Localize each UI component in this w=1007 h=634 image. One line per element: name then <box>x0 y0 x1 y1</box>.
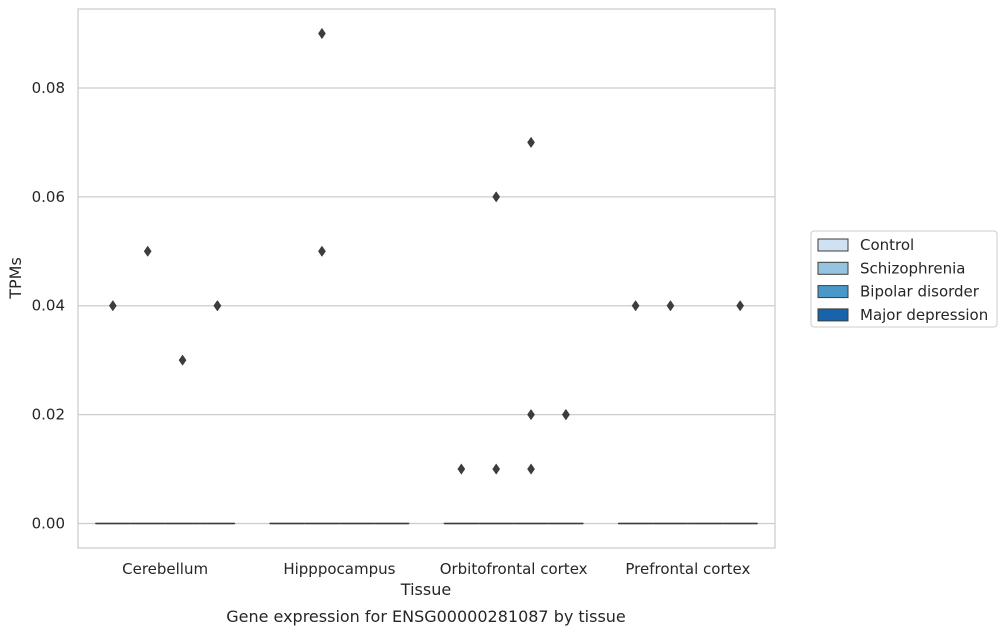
x-tick-label: Prefrontal cortex <box>625 560 750 578</box>
outlier-point <box>213 300 222 312</box>
outlier-point <box>631 300 640 312</box>
y-axis-ticks: 0.00 0.02 0.04 0.06 0.08 <box>32 79 65 533</box>
outlier-point <box>561 408 570 421</box>
legend-label: Major depression <box>860 306 988 324</box>
plot-area-frame <box>77 8 776 549</box>
x-tick-label: Orbitofrontal cortex <box>440 560 588 578</box>
outlier-point <box>457 463 466 475</box>
outlier-point <box>527 408 535 421</box>
outlier-point <box>318 245 326 257</box>
outlier-point <box>666 300 675 312</box>
outlier-point <box>527 136 535 149</box>
x-tick-label: Hipppocampus <box>283 560 395 578</box>
outlier-point <box>736 300 745 312</box>
y-tick-label: 0.02 <box>32 406 65 424</box>
y-axis-title: TPMs <box>6 257 25 300</box>
outlier-point <box>178 354 187 366</box>
outlier-point <box>492 463 501 475</box>
outlier-point <box>143 245 152 257</box>
chart-caption: Gene expression for ENSG00000281087 by t… <box>226 607 626 626</box>
outlier-point <box>527 463 535 475</box>
legend-label: Control <box>860 236 914 254</box>
y-tick-label: 0.08 <box>32 79 65 97</box>
x-axis-ticks: Cerebellum Hipppocampus Orbitofrontal cort… <box>122 560 750 578</box>
x-tick-label: Cerebellum <box>122 560 208 578</box>
legend-label: Schizophrenia <box>860 259 965 277</box>
legend-swatch <box>817 238 849 252</box>
outlier-point <box>108 300 117 312</box>
y-tick-label: 0.00 <box>32 515 65 533</box>
outlier-point <box>318 27 326 40</box>
legend-swatch <box>817 285 849 299</box>
legend-frame <box>810 230 998 328</box>
y-tick-label: 0.04 <box>32 297 65 315</box>
outlier-point <box>492 191 501 203</box>
y-tick-label: 0.06 <box>32 188 65 206</box>
x-axis-title: Tissue <box>400 580 451 599</box>
legend: Control Schizophrenia Bipolar disorder Majo… <box>810 230 998 328</box>
outlier-points <box>108 27 745 475</box>
legend-label: Bipolar disorder <box>860 283 980 301</box>
legend-swatch <box>817 261 849 275</box>
legend-swatch <box>817 308 849 322</box>
